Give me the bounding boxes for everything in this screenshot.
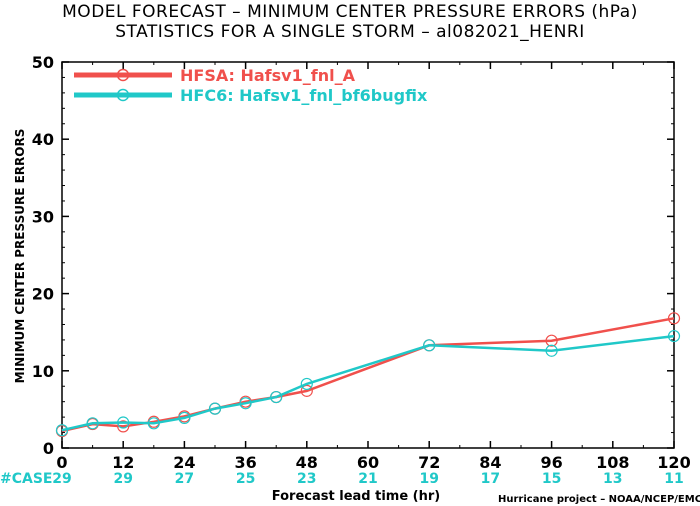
case-count-value: 29 bbox=[113, 471, 132, 487]
series-2-point bbox=[55, 424, 69, 437]
y-tick-label: 40 bbox=[32, 130, 54, 149]
plot-frame bbox=[61, 61, 675, 449]
legend-label-1: HFSA: Hafsv1_fnl_A bbox=[180, 66, 356, 85]
case-count-value: 21 bbox=[358, 471, 377, 487]
series-group bbox=[55, 312, 681, 438]
series-2-point bbox=[208, 402, 222, 415]
series-2-point bbox=[117, 416, 130, 429]
x-tick-label: 72 bbox=[418, 453, 440, 472]
y-axis-label: MINIMUM CENTER PRESSURE ERRORS bbox=[13, 129, 27, 384]
x-tick-label: 36 bbox=[234, 453, 256, 472]
x-tick-label: 96 bbox=[540, 453, 562, 472]
x-tick-label: 0 bbox=[56, 453, 67, 472]
series-1-point bbox=[300, 384, 313, 397]
case-count-value: 27 bbox=[175, 471, 194, 487]
series-2-point bbox=[147, 417, 160, 430]
case-count-value: 25 bbox=[236, 471, 255, 487]
case-count-value: 11 bbox=[664, 471, 683, 487]
axes-frame bbox=[61, 61, 675, 449]
x-tick-label: 84 bbox=[479, 453, 501, 472]
x-tick-label: 24 bbox=[173, 453, 195, 472]
series-1-point bbox=[117, 420, 130, 433]
case-count-label: #CASE bbox=[0, 471, 53, 487]
case-count-value: 19 bbox=[419, 471, 438, 487]
x-tick-label: 120 bbox=[657, 453, 690, 472]
case-count-value: 23 bbox=[297, 471, 316, 487]
case-count-value: 29 bbox=[52, 471, 71, 487]
case-count-value: 15 bbox=[542, 471, 561, 487]
case-count-value: 17 bbox=[481, 471, 500, 487]
series-2-point bbox=[423, 339, 436, 352]
y-tick-label: 0 bbox=[43, 439, 54, 458]
series-2-point bbox=[239, 397, 252, 410]
y-tick-label: 10 bbox=[32, 362, 54, 381]
credit-text: Hurricane project – NOAA/NCEP/EMC bbox=[498, 494, 700, 505]
series-2-point bbox=[667, 329, 681, 343]
chart-title: MODEL FORECAST – MINIMUM CENTER PRESSURE… bbox=[62, 2, 638, 22]
case-count-value: 13 bbox=[603, 471, 622, 487]
series-1-point bbox=[545, 334, 558, 347]
y-tick-label: 30 bbox=[32, 207, 54, 226]
x-tick-label: 48 bbox=[296, 453, 318, 472]
x-tick-label: 60 bbox=[357, 453, 379, 472]
legend-label-2: HFC6: Hafsv1_fnl_bf6bugfix bbox=[180, 86, 428, 105]
series-line-1 bbox=[61, 317, 675, 433]
series-2-point bbox=[300, 377, 313, 391]
series-2-point bbox=[86, 417, 99, 430]
chart-subtitle: STATISTICS FOR A SINGLE STORM – al082021… bbox=[115, 22, 584, 42]
y-tick-label: 50 bbox=[32, 53, 54, 72]
x-tick-label: 12 bbox=[112, 453, 134, 472]
y-tick-label: 20 bbox=[32, 285, 54, 304]
x-tick-label: 108 bbox=[596, 453, 629, 472]
series-2-point bbox=[178, 411, 191, 424]
series-2-point bbox=[545, 344, 558, 357]
case-counts: #CASE 29 29 27 25 23 21 19 17 15 13 11 bbox=[0, 471, 684, 487]
axis-ticks: 0 10 20 30 40 50 0 12 24 36 48 60 72 84 96 108 120 bbox=[32, 53, 691, 472]
legend-marker-1 bbox=[116, 68, 130, 82]
series-1-point bbox=[667, 312, 681, 325]
x-axis-label: Forecast lead time (hr) bbox=[272, 489, 440, 504]
legend-marker-2 bbox=[116, 88, 130, 102]
series-2-point bbox=[270, 390, 283, 404]
